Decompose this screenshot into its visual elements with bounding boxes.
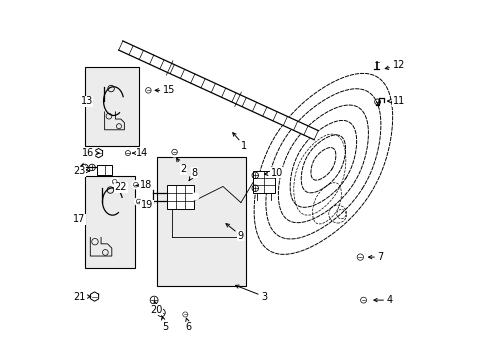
Text: 20: 20: [150, 301, 163, 315]
Polygon shape: [90, 292, 99, 301]
Text: 22: 22: [114, 182, 127, 192]
Circle shape: [169, 147, 179, 157]
Text: 12: 12: [385, 60, 404, 70]
Text: 16: 16: [82, 148, 99, 158]
Polygon shape: [94, 148, 102, 158]
Circle shape: [143, 85, 153, 95]
Circle shape: [357, 295, 368, 306]
Text: 18: 18: [136, 180, 152, 190]
Bar: [253, 171, 274, 193]
Circle shape: [110, 177, 119, 186]
Text: 4: 4: [373, 295, 392, 305]
Text: 7: 7: [368, 252, 383, 262]
Circle shape: [134, 197, 142, 206]
Text: 9: 9: [225, 224, 244, 240]
Text: 15: 15: [155, 85, 175, 95]
Text: 5: 5: [161, 316, 168, 332]
Circle shape: [131, 180, 140, 189]
Bar: [167, 185, 194, 209]
Bar: [97, 165, 112, 175]
Text: 2: 2: [176, 158, 186, 174]
Text: 17: 17: [73, 215, 85, 224]
Text: 14: 14: [132, 148, 148, 158]
Text: 23: 23: [73, 166, 89, 176]
Circle shape: [354, 251, 366, 263]
Text: 6: 6: [185, 318, 192, 332]
Text: 21: 21: [73, 292, 91, 302]
Polygon shape: [119, 41, 318, 140]
Text: 1: 1: [232, 133, 247, 151]
Circle shape: [180, 310, 190, 319]
Circle shape: [191, 193, 199, 200]
Text: 3: 3: [235, 285, 267, 302]
Text: 11: 11: [386, 96, 404, 106]
Text: 13: 13: [81, 96, 93, 106]
Bar: [85, 67, 139, 146]
Text: 19: 19: [140, 200, 153, 210]
Bar: [156, 157, 246, 286]
Text: 10: 10: [264, 168, 283, 178]
Text: 8: 8: [189, 168, 197, 181]
Circle shape: [123, 148, 132, 158]
Bar: [85, 176, 135, 268]
